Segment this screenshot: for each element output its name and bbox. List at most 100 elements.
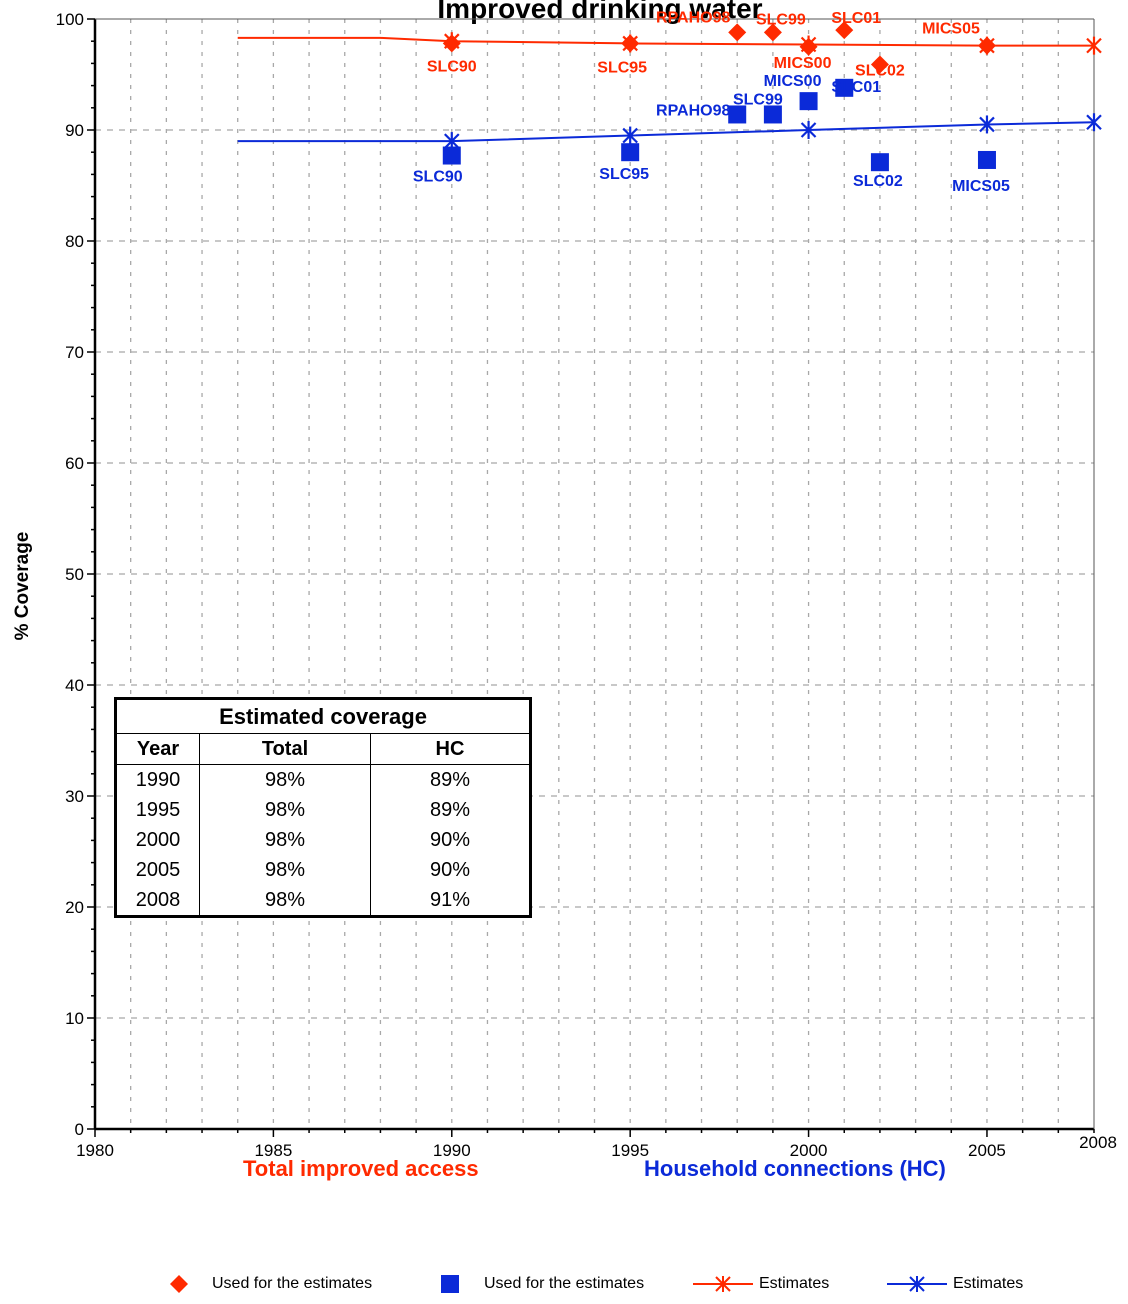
table-row: 2008 98% 91% [115, 885, 531, 917]
x-tick-label: 1995 [611, 1141, 649, 1160]
survey-point-total [799, 37, 818, 56]
table-cell-total: 98% [199, 795, 371, 825]
y-tick-label: 70 [65, 343, 84, 362]
legend-label: Used for the estimates [484, 1275, 645, 1292]
y-tick-label: 10 [65, 1009, 84, 1028]
point-label: SLC99 [733, 91, 783, 108]
point-label: SLC99 [756, 11, 806, 28]
estimate-point-total [1086, 36, 1102, 55]
legend-item-hc-estimates: Estimates [887, 1272, 1023, 1296]
point-label: SLC95 [599, 166, 649, 183]
point-label: SLC02 [855, 63, 905, 80]
point-label: SLC01 [831, 79, 881, 96]
x-tick-label: 1990 [433, 1141, 471, 1160]
survey-point-total [442, 34, 461, 53]
survey-point-total [621, 34, 640, 53]
point-label: SLC95 [597, 59, 647, 76]
survey-point-total [728, 23, 747, 42]
table-row: 1995 98% 89% [115, 795, 531, 825]
point-label: SLC02 [853, 173, 903, 190]
data-points [442, 21, 1102, 172]
survey-point-hc [728, 105, 747, 124]
y-tick-label: 50 [65, 565, 84, 584]
legend-item-hc-used: Used for the estimates [439, 1272, 644, 1296]
y-tick-label: 100 [56, 10, 84, 29]
table-header-year: Year [115, 733, 200, 765]
point-label: RPAHO98 [656, 9, 730, 26]
x-tick-label: 2000 [790, 1141, 828, 1160]
table-cell-year: 2005 [115, 855, 200, 885]
point-label: SLC90 [413, 169, 463, 186]
table-cell-hc: 89% [429, 798, 471, 821]
plot-grid [95, 19, 1094, 1129]
table-cell-hc: 89% [429, 768, 471, 791]
y-tick-label: 20 [65, 898, 84, 917]
table-caption: Estimated coverage [115, 698, 531, 734]
table-cell-total: 98% [199, 885, 371, 917]
estimate-line-hc [237, 121, 1095, 143]
table-cell-total: 98% [199, 764, 371, 795]
x-tick-label: 2005 [968, 1141, 1006, 1160]
y-tick-label: 90 [65, 121, 84, 140]
table-cell-year: 1995 [115, 795, 200, 825]
y-tick-label: 30 [65, 787, 84, 806]
table-row: 2000 98% 90% [115, 825, 531, 855]
survey-point-hc [977, 150, 996, 169]
point-label: SLC90 [427, 58, 477, 75]
y-tick-label: 40 [65, 676, 84, 695]
x-tick-label: 1980 [76, 1141, 114, 1160]
point-label: MICS05 [922, 21, 980, 38]
table-row: 1990 98% 89% [115, 764, 531, 795]
table-cell-total: 98% [199, 855, 371, 885]
table-cell-hc: 90% [429, 828, 471, 851]
estimate-point-hc [622, 126, 638, 145]
estimated-coverage-table: Estimated coverage Year Total HC 1990 98… [114, 697, 532, 918]
survey-point-hc [442, 146, 461, 165]
survey-point-hc [799, 92, 818, 111]
legend-item-total-estimates: Estimates [693, 1272, 829, 1296]
point-label: MICS05 [952, 178, 1010, 195]
x-tick-label: 2008 [1079, 1133, 1117, 1152]
survey-point-total [763, 23, 782, 42]
survey-point-hc [763, 105, 782, 124]
survey-point-total [870, 55, 889, 74]
table-cell-year: 2000 [115, 825, 200, 855]
table-cell-hc: 91% [429, 888, 471, 911]
point-label: MICS00 [774, 55, 832, 72]
diamond-icon [170, 1275, 188, 1293]
table-header-hc: HC [370, 733, 531, 765]
survey-point-hc [621, 143, 640, 162]
estimate-point-hc [1086, 113, 1102, 132]
estimate-point-hc [800, 121, 817, 139]
point-label: SLC01 [831, 10, 881, 27]
series-title-hc: Household connections (HC) [644, 1156, 946, 1181]
asterisk-line-icon [887, 1276, 947, 1292]
legend-label: Estimates [953, 1275, 1024, 1292]
x-tick-label: 1985 [254, 1141, 292, 1160]
survey-point-total [835, 21, 854, 40]
square-icon [441, 1275, 459, 1293]
point-label: RPAHO98 [656, 102, 730, 119]
legend-item-total-used: Used for the estimates [168, 1272, 372, 1296]
table-cell-year: 2008 [115, 885, 200, 917]
chart-title: Improved drinking water [437, 0, 762, 24]
y-tick-label: 80 [65, 232, 84, 251]
point-label: MICS00 [764, 73, 822, 90]
table-cell-year: 1990 [115, 764, 200, 795]
survey-point-total [977, 36, 996, 55]
asterisk-line-icon [693, 1276, 753, 1292]
table-row: 2005 98% 90% [115, 855, 531, 885]
y-axis-label: % Coverage [12, 532, 33, 641]
legend-label: Estimates [759, 1275, 830, 1292]
survey-point-hc [870, 153, 889, 172]
survey-point-hc [835, 78, 854, 97]
legend-label: Used for the estimates [212, 1275, 373, 1292]
y-tick-label: 0 [75, 1120, 84, 1139]
series-title-total: Total improved access [243, 1156, 479, 1181]
table-header-total: Total [199, 733, 371, 765]
table-cell-total: 98% [199, 825, 371, 855]
y-tick-label: 60 [65, 454, 84, 473]
